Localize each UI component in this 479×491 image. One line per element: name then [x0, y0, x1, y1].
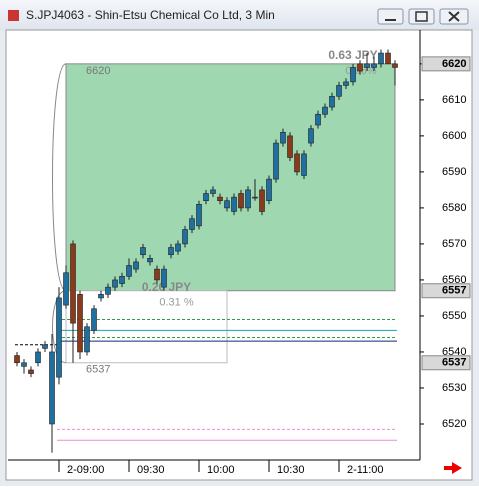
candle-body: [182, 229, 188, 245]
candle-body: [252, 196, 258, 199]
candle-body: [70, 243, 76, 324]
measure-box: [65, 63, 396, 292]
candle-body: [301, 153, 307, 176]
candle-body: [175, 243, 181, 252]
candle-body: [350, 67, 356, 83]
candle-body: [161, 268, 167, 288]
y-tick-label: 6520: [442, 418, 466, 430]
y-tick-label: 6540: [442, 346, 466, 358]
candle-body: [294, 153, 300, 173]
y-tick-label: 6560: [442, 274, 466, 286]
candle-body: [287, 135, 293, 158]
candle-body: [154, 268, 160, 281]
y-tick-label: 6590: [442, 166, 466, 178]
candle-body: [63, 272, 69, 306]
measure-box: [65, 290, 228, 364]
measure-bottom-label: 6537: [86, 364, 110, 376]
x-tick-label: 10:00: [207, 464, 235, 476]
candle-body: [140, 247, 146, 256]
price-marker-label: 6620: [442, 58, 466, 70]
candle-body: [238, 193, 244, 209]
candle-body: [189, 218, 195, 230]
candle-body: [133, 261, 139, 270]
window-title: S.JPJ4063 - Shin-Etsu Chemical Co Ltd, 3…: [26, 8, 275, 22]
y-tick-label: 6550: [442, 310, 466, 322]
candle-body: [385, 52, 391, 65]
candle-body: [217, 196, 223, 202]
candle-body: [378, 52, 384, 65]
window-buttons[interactable]: [377, 8, 469, 25]
candle-body: [392, 63, 398, 68]
candle-body: [98, 294, 104, 299]
x-tick-label: 10:30: [277, 464, 305, 476]
candle-body: [322, 106, 328, 115]
price-marker: [421, 355, 471, 371]
x-tick-label: 09:30: [137, 464, 165, 476]
price-marker-label: 6537: [442, 357, 466, 369]
y-tick-label: 6530: [442, 382, 466, 394]
app-icon: [8, 10, 19, 21]
candle-body: [28, 369, 34, 374]
candle-body: [91, 308, 97, 331]
candle-body: [168, 247, 174, 256]
candle-body: [105, 286, 111, 295]
candle-body: [126, 265, 132, 277]
candle-body: [147, 258, 153, 263]
measure-top-label: 6620: [86, 65, 110, 77]
candle-body: [371, 63, 377, 68]
y-tick-label: 6600: [442, 130, 466, 142]
candle-body: [14, 355, 20, 364]
minimize-button[interactable]: [377, 8, 404, 25]
candle-body: [21, 362, 27, 367]
candle-body: [119, 276, 125, 284]
candle-body: [231, 196, 237, 212]
candle-body: [84, 326, 90, 353]
price-marker: [421, 56, 471, 72]
candle-body: [49, 351, 55, 425]
candle-body: [336, 85, 342, 97]
scroll-arrow[interactable]: [444, 462, 462, 474]
candle-body: [280, 131, 286, 144]
candle-body: [77, 294, 83, 353]
candle-body: [266, 178, 272, 202]
candle-body: [357, 63, 363, 72]
candle-body: [343, 81, 349, 86]
candle-body: [224, 200, 230, 209]
price-marker-label: 6557: [442, 285, 466, 297]
candle-body: [56, 297, 62, 378]
candle-body: [308, 128, 314, 144]
candle-body: [112, 279, 118, 288]
candle-body: [42, 344, 48, 349]
candle-body: [245, 189, 251, 209]
measure-arc: [52, 63, 67, 292]
candle-body: [196, 204, 202, 227]
y-tick-label: 6580: [442, 202, 466, 214]
price-marker: [421, 283, 471, 299]
candle-body: [259, 189, 265, 212]
candle-body: [273, 142, 279, 180]
measure-percent: 0.31 %: [159, 297, 193, 309]
measure-change: 0.63 JPY: [328, 48, 377, 62]
x-tick-label: 2-09:00: [67, 464, 104, 476]
y-tick-label: 6570: [442, 238, 466, 250]
candle-body: [315, 113, 321, 126]
candle-body: [364, 63, 370, 68]
candle-body: [35, 351, 41, 364]
x-tick-label: 2-11:00: [347, 464, 384, 476]
candle-body: [210, 189, 216, 194]
candle-body: [203, 193, 209, 202]
y-tick-label: 6610: [442, 94, 466, 106]
candle-body: [329, 95, 335, 108]
